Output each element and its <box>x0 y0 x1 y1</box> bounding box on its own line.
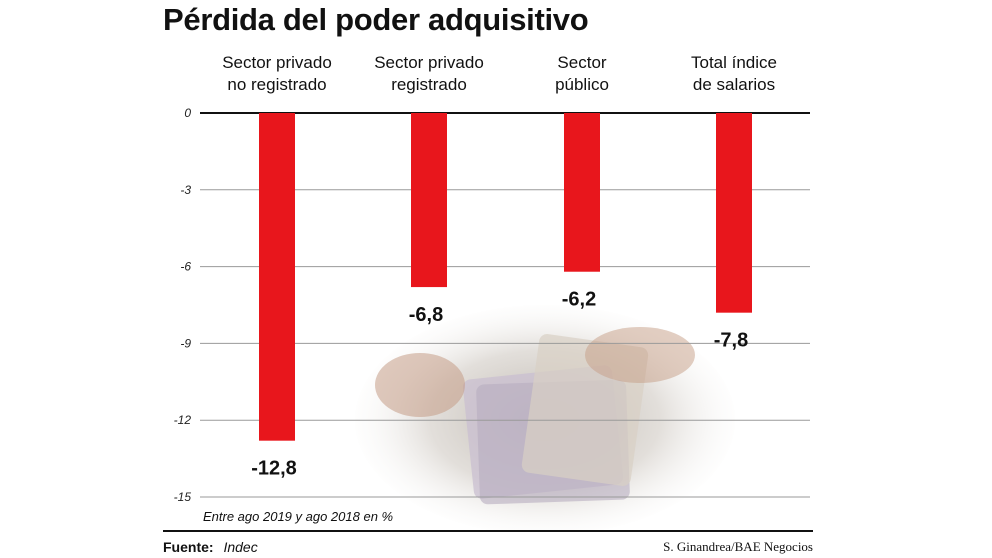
bar <box>716 113 752 313</box>
bar <box>411 113 447 288</box>
footer-divider <box>163 530 813 532</box>
y-tick-label: -3 <box>180 183 191 197</box>
source-line: Fuente: Indec <box>163 539 258 555</box>
y-tick-label: -12 <box>174 413 192 427</box>
money-hands-photo <box>355 305 735 530</box>
y-tick-label: 0 <box>184 106 191 120</box>
category-label: Sector privado registrado <box>374 53 484 94</box>
y-tick-label: -6 <box>180 260 191 274</box>
y-tick-label: -9 <box>180 336 191 350</box>
y-tick-label: -15 <box>174 490 192 504</box>
chart-title: Pérdida del poder adquisitivo <box>163 2 589 37</box>
chart-note: Entre ago 2019 y ago 2018 en % <box>203 509 393 524</box>
category-label: Total índice de salarios <box>691 53 777 94</box>
value-label: -7,8 <box>714 330 748 352</box>
bar <box>564 113 600 272</box>
value-label: -6,8 <box>409 304 443 326</box>
category-label: Sector privado no registrado <box>222 53 332 94</box>
source-label: Fuente: <box>163 539 214 555</box>
value-label: -6,2 <box>562 289 596 311</box>
bar-chart: 0 -3 -6 -9 -12 -15 Sector privado no registrado… <box>174 53 810 530</box>
category-label: Sector público <box>555 53 609 94</box>
credit-text: S. Ginandrea/BAE Negocios <box>663 539 813 554</box>
bar <box>259 113 295 441</box>
source-value: Indec <box>223 539 258 555</box>
value-label: -12,8 <box>251 458 297 480</box>
